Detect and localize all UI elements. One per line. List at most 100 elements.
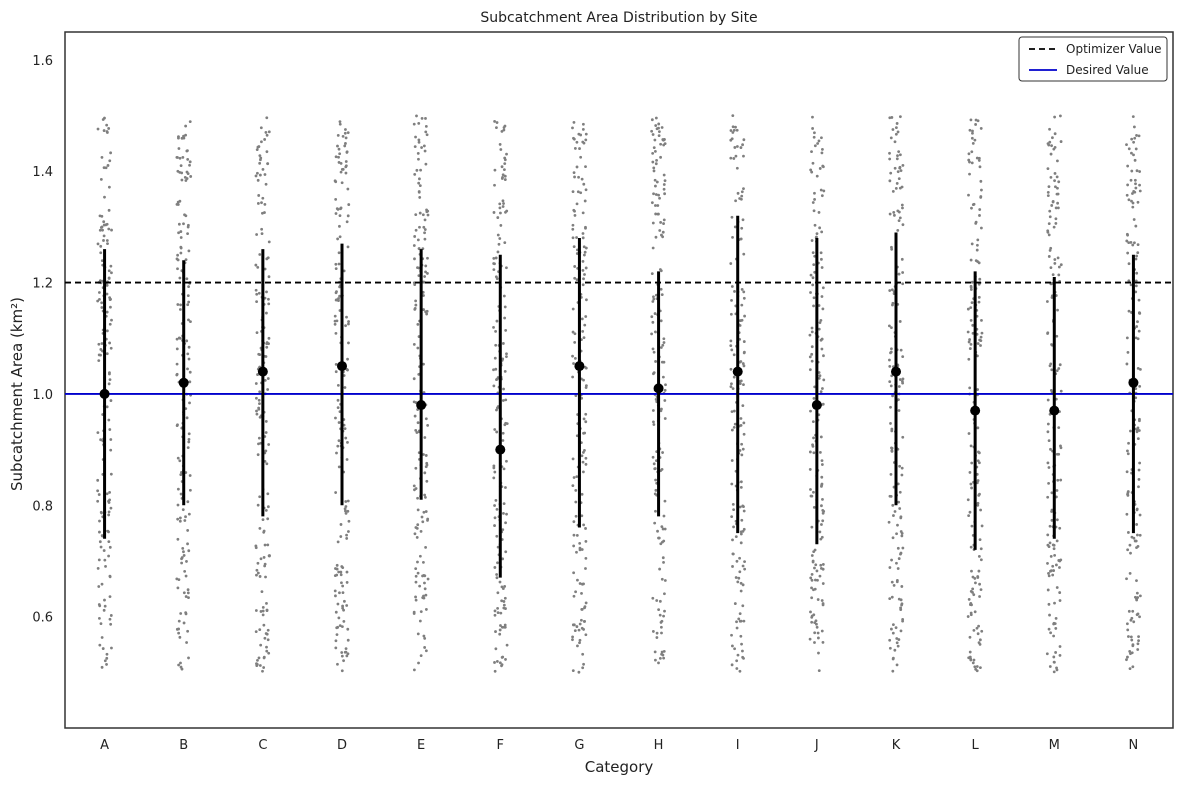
observation-point (105, 123, 109, 127)
observation-point (1046, 194, 1050, 198)
observation-point (1049, 152, 1053, 156)
observation-point (1050, 518, 1054, 522)
observation-point (654, 235, 658, 239)
observation-point (424, 270, 427, 274)
observation-point (735, 620, 738, 624)
observation-point (654, 212, 658, 216)
observation-point (1045, 300, 1049, 303)
observation-point (265, 462, 269, 466)
observation-point (255, 233, 259, 236)
observation-point (739, 589, 743, 593)
observation-point (583, 273, 586, 276)
observation-point (266, 162, 270, 166)
observation-point (503, 585, 507, 588)
observation-point (106, 242, 109, 246)
observation-point (346, 357, 349, 361)
observation-point (505, 266, 508, 270)
observation-point (108, 371, 111, 375)
observation-point (263, 636, 267, 640)
observation-point (891, 503, 895, 507)
observation-point (1057, 426, 1061, 430)
observation-point (494, 367, 498, 371)
observation-point (177, 136, 180, 140)
observation-point (1126, 492, 1129, 496)
observation-point (504, 658, 507, 661)
observation-point (183, 213, 186, 217)
observation-point (735, 145, 739, 148)
observation-point (188, 401, 191, 405)
observation-point (184, 133, 188, 137)
observation-point (335, 633, 339, 637)
observation-point (417, 661, 420, 665)
observation-point (809, 610, 812, 614)
observation-point (979, 226, 983, 230)
observation-point (572, 533, 576, 537)
observation-point (583, 619, 587, 623)
observation-point (732, 425, 736, 429)
observation-point (975, 156, 979, 160)
observation-point (1058, 645, 1062, 648)
observation-point (504, 329, 508, 332)
observation-point (889, 494, 893, 498)
observation-point (974, 667, 978, 671)
observation-point (574, 394, 578, 398)
observation-point (105, 492, 109, 496)
observation-point (743, 314, 746, 318)
observation-point (1059, 444, 1062, 448)
observation-point (185, 560, 188, 563)
observation-point (264, 575, 267, 579)
observation-point (575, 475, 579, 479)
observation-point (900, 473, 904, 477)
observation-point (890, 326, 893, 330)
observation-point (264, 449, 268, 453)
observation-point (345, 220, 349, 224)
observation-point (179, 303, 182, 307)
observation-point (493, 669, 497, 673)
observation-point (262, 530, 266, 534)
observation-point (422, 294, 425, 297)
observation-point (416, 151, 420, 155)
observation-point (651, 409, 655, 412)
observation-point (969, 657, 972, 661)
observation-point (187, 432, 191, 436)
observation-point (424, 608, 428, 611)
observation-point (818, 321, 822, 325)
observation-point (1047, 481, 1050, 485)
observation-point (898, 153, 902, 157)
observation-point (336, 602, 340, 606)
observation-point (741, 218, 745, 222)
observation-point (336, 207, 340, 211)
observation-point (810, 578, 814, 582)
observation-point (1055, 586, 1059, 589)
observation-point (99, 438, 103, 442)
observation-point (730, 410, 734, 414)
observation-point (742, 383, 745, 387)
observation-point (337, 616, 341, 620)
observation-point (1135, 134, 1138, 137)
observation-point (254, 382, 258, 385)
observation-point (967, 193, 970, 197)
observation-point (494, 329, 497, 333)
observation-point (504, 398, 508, 402)
observation-point (1134, 182, 1137, 186)
observation-point (1046, 461, 1050, 465)
observation-point (650, 201, 654, 205)
observation-point (580, 317, 584, 321)
observation-point (255, 662, 258, 666)
observation-point (808, 355, 812, 359)
observation-point (334, 331, 338, 335)
observation-point (730, 348, 734, 352)
observation-point (188, 380, 192, 384)
observation-point (651, 300, 655, 303)
observation-point (260, 227, 264, 231)
observation-point (581, 122, 585, 126)
observation-point (260, 590, 264, 594)
observation-point (1133, 539, 1137, 543)
observation-point (820, 599, 824, 602)
observation-point (105, 656, 109, 660)
observation-point (501, 205, 505, 208)
observation-point (812, 296, 816, 300)
observation-point (979, 195, 983, 198)
observation-point (344, 505, 348, 508)
observation-point (969, 118, 973, 122)
